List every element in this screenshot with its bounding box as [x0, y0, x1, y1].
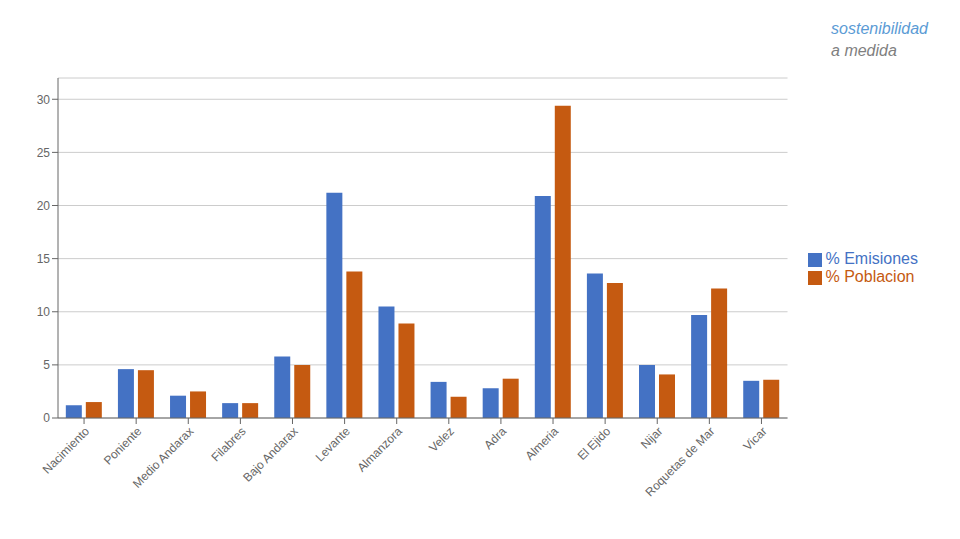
svg-text:Roquetas de Mar: Roquetas de Mar	[643, 424, 718, 499]
svg-text:Nacimiento: Nacimiento	[40, 424, 93, 477]
svg-text:Medio Andarax: Medio Andarax	[130, 424, 197, 491]
svg-text:Almanzora: Almanzora	[354, 424, 405, 475]
svg-text:10: 10	[37, 305, 51, 319]
svg-text:Velez: Velez	[426, 424, 457, 455]
svg-text:Levante: Levante	[313, 424, 353, 464]
svg-text:0: 0	[43, 411, 50, 425]
svg-text:Vicar: Vicar	[741, 424, 770, 453]
svg-text:25: 25	[37, 146, 51, 160]
svg-text:5: 5	[43, 358, 50, 372]
svg-text:Nijar: Nijar	[638, 424, 665, 451]
html-text:sostenibilidad: sostenibilidad	[831, 20, 928, 37]
svg-text:15: 15	[37, 252, 51, 266]
svg-text:Filabres: Filabres	[208, 424, 248, 464]
svg-text:20: 20	[37, 199, 51, 213]
svg-text:Poniente: Poniente	[101, 424, 145, 468]
html-text:a medida: a medida	[831, 42, 897, 59]
svg-text:Bajo Andarax: Bajo Andarax	[240, 424, 300, 484]
html-text:% Poblacion: % Poblacion	[825, 268, 915, 285]
svg-text:El Ejido: El Ejido	[575, 424, 614, 463]
svg-text:Adra: Adra	[481, 424, 509, 452]
html-text:% Emisiones: % Emisiones	[825, 250, 918, 267]
svg-text:30: 30	[37, 93, 51, 107]
svg-text:Almeria: Almeria	[523, 424, 562, 463]
